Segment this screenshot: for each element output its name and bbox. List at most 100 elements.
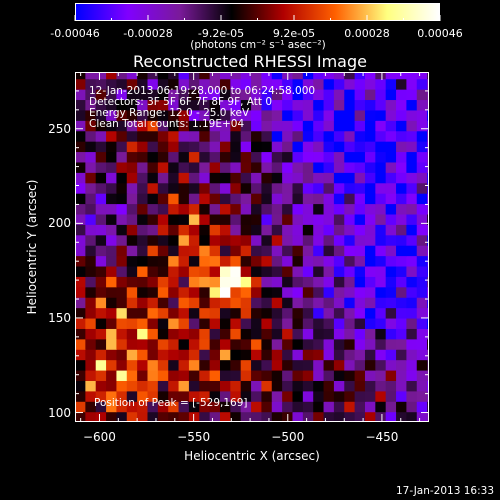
heatmap-cell xyxy=(126,141,138,153)
heatmap-cell xyxy=(147,338,159,350)
heatmap-cell xyxy=(282,193,294,205)
heatmap-cell xyxy=(282,380,294,392)
heatmap-cell xyxy=(416,141,428,153)
heatmap-cell xyxy=(209,120,221,132)
heatmap-cell xyxy=(292,297,304,309)
heatmap-cell xyxy=(116,338,128,350)
heatmap-cell xyxy=(75,265,86,277)
heatmap-cell xyxy=(147,182,159,194)
heatmap-cell xyxy=(178,401,190,413)
annotation-peak-position: Position of Peak = [-529,169] xyxy=(94,397,248,409)
heatmap-cell xyxy=(292,89,304,101)
heatmap-cell xyxy=(106,99,118,111)
heatmap-cell xyxy=(375,224,387,236)
heatmap-cell xyxy=(375,369,387,381)
heatmap-cell xyxy=(95,213,107,225)
heatmap-cell xyxy=(282,130,294,142)
heatmap-cell xyxy=(219,359,231,371)
heatmap-cell xyxy=(240,286,252,298)
heatmap-cell xyxy=(416,72,428,80)
heatmap-cell xyxy=(188,401,200,413)
heatmap-cell xyxy=(199,234,211,246)
heatmap-cell xyxy=(313,359,325,371)
heatmap-cell xyxy=(168,349,180,361)
heatmap-cell xyxy=(199,193,211,205)
heatmap-cell xyxy=(333,286,345,298)
heatmap-cell xyxy=(333,213,345,225)
heatmap-cell xyxy=(364,245,376,257)
heatmap-cell xyxy=(261,286,273,298)
heatmap-cell xyxy=(178,380,190,392)
heatmap-cell xyxy=(240,193,252,205)
heatmap-cell xyxy=(406,130,418,142)
heatmap-cell xyxy=(406,411,418,422)
heatmap-cell xyxy=(302,161,314,173)
heatmap-cell xyxy=(406,99,418,111)
heatmap-cell xyxy=(416,130,428,142)
heatmap-cell xyxy=(313,245,325,257)
heatmap-cell xyxy=(416,109,428,121)
heatmap-cell xyxy=(230,369,242,381)
heatmap-cell xyxy=(116,109,128,121)
heatmap-cell xyxy=(416,390,428,402)
heatmap-cell xyxy=(396,72,408,80)
heatmap-cell xyxy=(188,411,200,422)
heatmap-cell xyxy=(354,401,366,413)
heatmap-cell xyxy=(302,99,314,111)
heatmap-cell xyxy=(344,72,356,80)
heatmap-cell xyxy=(375,307,387,319)
heatmap-cell xyxy=(126,380,138,392)
heatmap-cell xyxy=(282,369,294,381)
heatmap-cell xyxy=(271,317,283,329)
colorbar-tick-label: -0.00028 xyxy=(123,27,173,40)
heatmap-cell xyxy=(240,151,252,163)
colorbar-unit-label: (photons cm⁻² s⁻¹ asec⁻²) xyxy=(190,39,326,51)
heatmap-cell xyxy=(126,172,138,184)
heatmap-cell xyxy=(85,369,97,381)
heatmap-cell xyxy=(333,390,345,402)
heatmap-cell xyxy=(157,151,169,163)
heatmap-cell xyxy=(375,359,387,371)
heatmap-cell xyxy=(313,380,325,392)
heatmap-cell xyxy=(416,297,428,309)
heatmap-cell xyxy=(147,224,159,236)
heatmap-cell xyxy=(406,109,418,121)
heatmap-cell xyxy=(209,109,221,121)
heatmap-cell xyxy=(344,380,356,392)
heatmap-cell xyxy=(75,234,86,246)
heatmap-cell xyxy=(85,265,97,277)
heatmap-cell xyxy=(209,328,221,340)
heatmap-cell xyxy=(354,307,366,319)
heatmap-cell xyxy=(261,328,273,340)
heatmap-cell xyxy=(333,349,345,361)
heatmap-cell xyxy=(75,338,86,350)
heatmap-cell xyxy=(106,286,118,298)
heatmap-cell xyxy=(199,89,211,101)
heatmap-cell xyxy=(323,390,335,402)
heatmap-cell xyxy=(230,141,242,153)
heatmap-cell xyxy=(282,359,294,371)
heatmap-cell xyxy=(126,213,138,225)
colorbar-tick-label: -9.2e-05 xyxy=(197,27,245,40)
heatmap-cell xyxy=(251,349,263,361)
heatmap-cell xyxy=(364,255,376,267)
heatmap-cell xyxy=(396,120,408,132)
heatmap-cell xyxy=(240,78,252,90)
heatmap-cell xyxy=(333,72,345,80)
heatmap-cell xyxy=(406,297,418,309)
heatmap-cell xyxy=(302,245,314,257)
heatmap-cell xyxy=(230,89,242,101)
heatmap-cell xyxy=(364,120,376,132)
heatmap-cell xyxy=(230,380,242,392)
heatmap-cell xyxy=(396,380,408,392)
heatmap-cell xyxy=(75,369,86,381)
heatmap-cell xyxy=(271,182,283,194)
colorbar-ticks xyxy=(74,15,441,21)
heatmap-cell xyxy=(333,317,345,329)
heatmap-cell xyxy=(116,349,128,361)
heatmap-cell xyxy=(95,89,107,101)
heatmap-cell xyxy=(126,255,138,267)
heatmap-cell xyxy=(344,317,356,329)
heatmap-cell xyxy=(333,369,345,381)
heatmap-cell xyxy=(95,109,107,121)
